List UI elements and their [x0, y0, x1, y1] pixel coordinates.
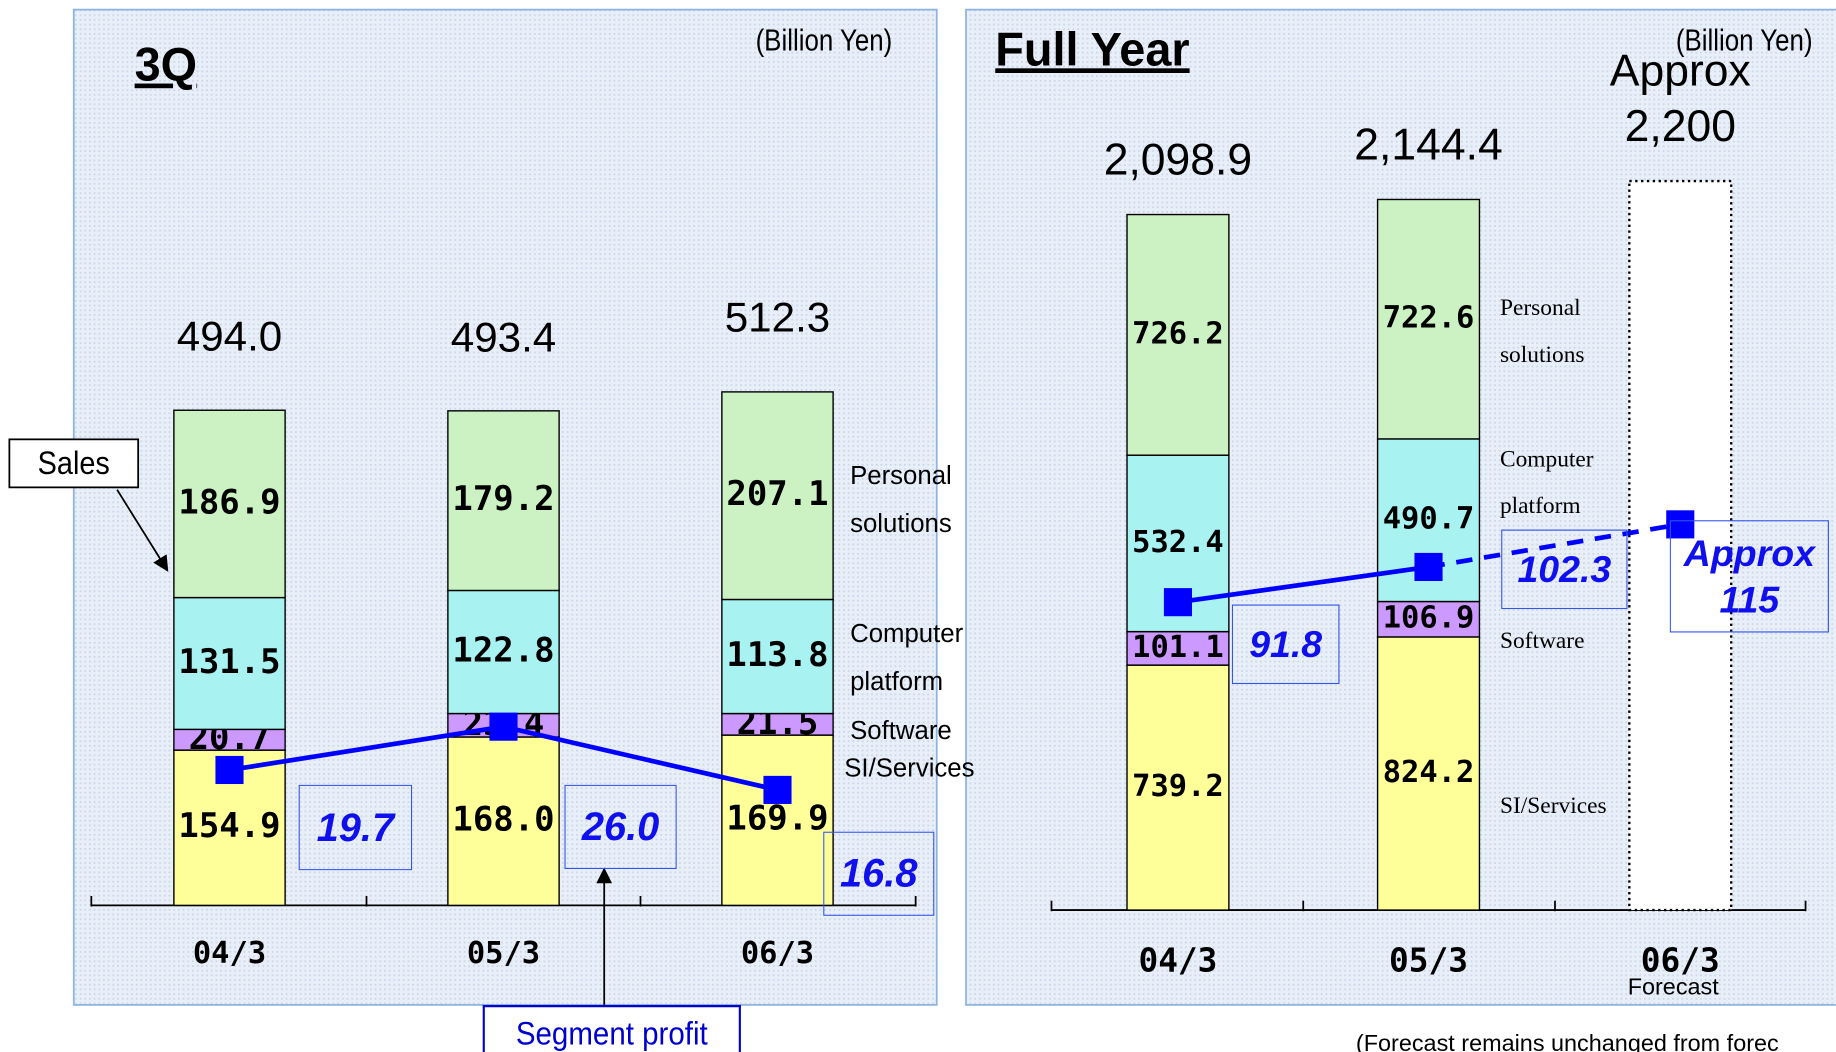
series-label: Computer platform: [1499, 446, 1594, 519]
series-label-box: Software: [850, 715, 952, 745]
bar-value-label: 186.9: [178, 482, 280, 522]
total-label-box: 2,098.9: [1103, 136, 1253, 186]
total-label: 2,144.4: [1354, 121, 1503, 171]
bar-value-label: 824.2: [1383, 755, 1475, 790]
x-tick-label: 06/3: [741, 936, 814, 971]
total-label-box: 2,144.4: [1354, 121, 1503, 171]
bar-segment: [447, 589, 560, 715]
x-tick-label: 05/3: [467, 936, 540, 971]
profit-label: 16.8: [823, 831, 935, 916]
bar-value-label: 122.8: [452, 630, 554, 670]
bar-value-label: 490.7: [1383, 502, 1475, 537]
total-label-box: 512.3: [724, 293, 831, 342]
forecast-bar: [1628, 179, 1733, 912]
bar-segment: [447, 736, 560, 907]
profit-label-box: 26.0: [564, 784, 677, 870]
profit-label-box: 102.3: [1501, 529, 1628, 610]
bar-segment: [1126, 664, 1230, 911]
profit-label: 19.7: [298, 784, 413, 871]
total-label: Approx 2,200: [1609, 47, 1751, 152]
profit-label-box: Approx 115: [1669, 520, 1829, 633]
sales-arrow: [116, 489, 169, 572]
series-label-box: Computer platform: [1499, 446, 1594, 519]
bar-segment: [1376, 600, 1481, 638]
total-label: 493.4: [450, 312, 557, 361]
series-label: Personal solutions: [1499, 295, 1585, 368]
series-label-box: SI/Services: [844, 753, 975, 783]
bar-value-label: 106.9: [1383, 601, 1475, 636]
series-label: Software: [850, 715, 952, 745]
profit-line: [1428, 522, 1681, 570]
unit-label: (Billion Yen): [756, 22, 893, 56]
series-label: SI/Services: [844, 753, 975, 783]
profit-label: 26.0: [564, 784, 677, 870]
profit-marker: [489, 712, 518, 741]
total-label-box: Approx 2,200: [1609, 47, 1751, 152]
chart-title: 3Q: [135, 39, 197, 91]
bar-value-label: 169.9: [726, 799, 828, 839]
bar-value-label: 179.2: [452, 479, 554, 519]
x-tick-label: 04/3: [1138, 942, 1217, 980]
bar-value-label: 154.9: [178, 806, 280, 846]
profit-marker: [215, 755, 244, 785]
bar-value-label: 532.4: [1132, 525, 1224, 560]
profit-label-box: 19.7: [298, 784, 413, 871]
profit-marker: [763, 775, 792, 804]
bar-segment: [173, 596, 286, 731]
profit-label-box: 16.8: [823, 831, 935, 916]
series-label-box: Personal solutions: [850, 460, 952, 538]
bar-value-label: 131.5: [178, 642, 280, 682]
sales-box: [8, 438, 140, 489]
bar-value-label: 726.2: [1132, 316, 1224, 351]
bar-value-label: 101.1: [1132, 630, 1224, 665]
bar-value-label: 739.2: [1132, 769, 1224, 804]
series-label: Computer platform: [850, 618, 964, 696]
total-label: 2,098.9: [1103, 136, 1253, 186]
series-label-box: SI/Services: [1499, 792, 1607, 819]
x-tick-label: 04/3: [193, 936, 266, 971]
forecast-note: (Forecast remains unchanged from forec: [1356, 1030, 1779, 1052]
forecast-sublabel: Forecast: [1628, 974, 1720, 1000]
bar-segment: [1126, 213, 1230, 456]
bar-segment: [721, 391, 834, 601]
bar-segment: [1376, 636, 1481, 911]
profit-label-box: 91.8: [1231, 604, 1340, 685]
bar-segment: [173, 409, 286, 599]
series-label: Software: [1499, 627, 1585, 654]
total-label-box: 493.4: [450, 312, 557, 361]
profit-label: 91.8: [1231, 604, 1340, 685]
profit-label: 102.3: [1501, 529, 1628, 610]
bar-segment: [1376, 198, 1481, 440]
bar-segment: [721, 598, 834, 715]
chart-title: Full Year: [995, 23, 1189, 75]
series-label: SI/Services: [1499, 792, 1607, 819]
series-label-box: Computer platform: [850, 618, 964, 696]
bar-value-label: 722.6: [1383, 301, 1475, 336]
profit-marker: [1163, 588, 1192, 617]
bar-value-label: 168.0: [452, 800, 554, 840]
profit-marker: [1414, 552, 1443, 582]
series-label-box: Personal solutions: [1499, 295, 1585, 368]
total-label: 512.3: [724, 293, 831, 342]
bar-value-label: 207.1: [726, 474, 828, 514]
unit-label: (Billion Yen): [1676, 22, 1813, 56]
series-label: Personal solutions: [850, 460, 952, 538]
profit-line: [1177, 564, 1429, 605]
series-label-box: Software: [1499, 627, 1585, 654]
total-label: 494.0: [176, 311, 283, 360]
sales-annotation: Sales: [38, 444, 110, 481]
segment-profit-annotation-box: Segment profit: [482, 1004, 741, 1052]
bar-segment: [447, 410, 560, 592]
segment-profit-annotation: Segment profit: [482, 1004, 741, 1052]
bar-segment: [721, 734, 834, 907]
total-label-box: 494.0: [176, 311, 283, 360]
profit-label: Approx 115: [1669, 520, 1829, 633]
bar-value-label: 113.8: [726, 635, 828, 675]
x-tick-label: 06/3: [1641, 942, 1720, 980]
x-tick-label: 05/3: [1389, 942, 1468, 980]
